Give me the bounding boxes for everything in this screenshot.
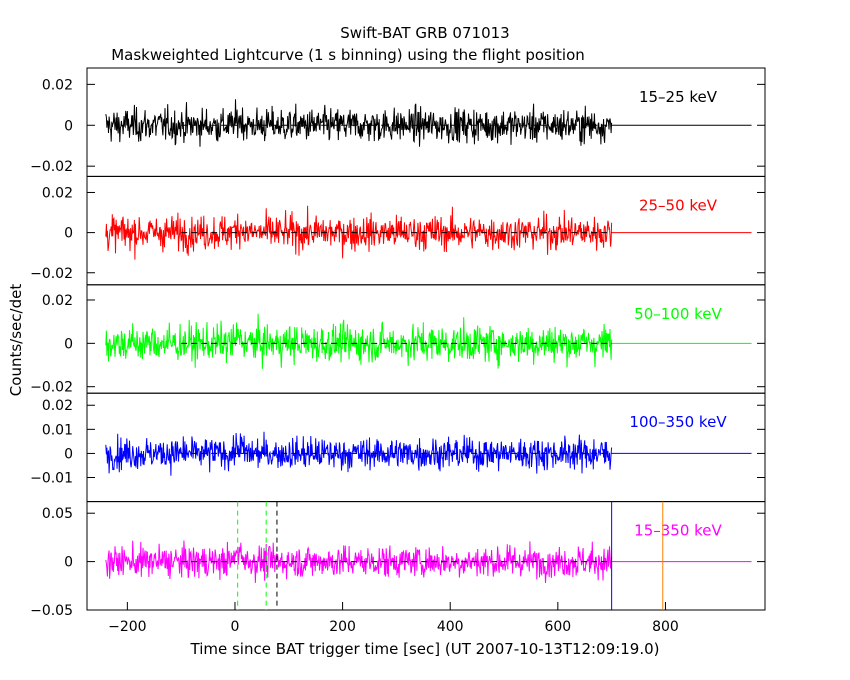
series-line-3 bbox=[105, 431, 613, 476]
y-tick-label-2-1: 0 bbox=[64, 336, 73, 352]
y-tick-label-3-1: 0 bbox=[64, 446, 73, 462]
x-tick-label-4: 600 bbox=[544, 619, 571, 635]
y-tick-label-2-0: −0.02 bbox=[30, 380, 73, 396]
x-tick-label-0: −200 bbox=[108, 619, 146, 635]
panel-15-350-kev: −0.05 0 0.05 15–350 keV bbox=[30, 501, 766, 619]
y-tick-label-0-2: 0.02 bbox=[42, 77, 73, 93]
y-tick-label-3-0: −0.01 bbox=[30, 471, 73, 487]
y-tick-label-3-2: 0.01 bbox=[42, 422, 73, 438]
panel-50-100-kev: −0.02 0 0.02 50–100 keV bbox=[30, 284, 766, 396]
panel-15-25-kev: −0.02 0 0.02 15–25 keV bbox=[30, 67, 766, 177]
panel-label-2: 50–100 keV bbox=[634, 305, 722, 323]
panel-100-350-kev: −0.01 0 0.01 0.02 100–350 keV bbox=[30, 392, 766, 503]
y-tick-label-4-0: −0.05 bbox=[30, 603, 73, 619]
x-tick-label-1: 0 bbox=[231, 619, 240, 635]
y-tick-label-0-1: 0 bbox=[64, 118, 73, 134]
y-tick-label-4-2: 0.05 bbox=[42, 506, 73, 522]
y-tick-label-1-0: −0.02 bbox=[30, 266, 73, 282]
chart-subtitle: Maskweighted Lightcurve (1 s binning) us… bbox=[111, 46, 585, 64]
y-tick-label-4-1: 0 bbox=[64, 555, 73, 571]
series-line-0 bbox=[105, 99, 613, 147]
panel-label-3: 100–350 keV bbox=[629, 413, 727, 431]
y-axis-label: Counts/sec/det bbox=[7, 284, 25, 397]
panel-25-50-kev: −0.02 0 0.02 25–50 keV bbox=[30, 175, 766, 286]
y-tick-label-1-1: 0 bbox=[64, 226, 73, 242]
chart-title: Swift-BAT GRB 071013 bbox=[340, 24, 509, 42]
y-tick-label-0-0: −0.02 bbox=[30, 159, 73, 175]
x-axis-label: Time since BAT trigger time [sec] (UT 20… bbox=[190, 640, 660, 658]
series-line-2 bbox=[105, 313, 613, 369]
x-axis-ticks: −200 0 200 400 600 800 bbox=[108, 602, 679, 635]
y-tick-label-1-2: 0.02 bbox=[42, 185, 73, 201]
panel-label-4: 15–350 keV bbox=[634, 522, 722, 540]
y-tick-label-3-3: 0.02 bbox=[42, 398, 73, 414]
y-tick-label-2-2: 0.02 bbox=[42, 293, 73, 309]
series-line-4 bbox=[105, 540, 613, 584]
event-markers bbox=[237, 501, 664, 610]
panel-label-0: 15–25 keV bbox=[639, 88, 718, 106]
x-tick-label-3: 400 bbox=[437, 619, 464, 635]
panel-frame-3 bbox=[86, 392, 766, 503]
x-tick-label-2: 200 bbox=[329, 619, 356, 635]
series-line-1 bbox=[105, 205, 613, 260]
panel-label-1: 25–50 keV bbox=[639, 196, 718, 214]
panel-frame-4 bbox=[86, 501, 766, 611]
x-tick-label-5: 800 bbox=[652, 619, 679, 635]
